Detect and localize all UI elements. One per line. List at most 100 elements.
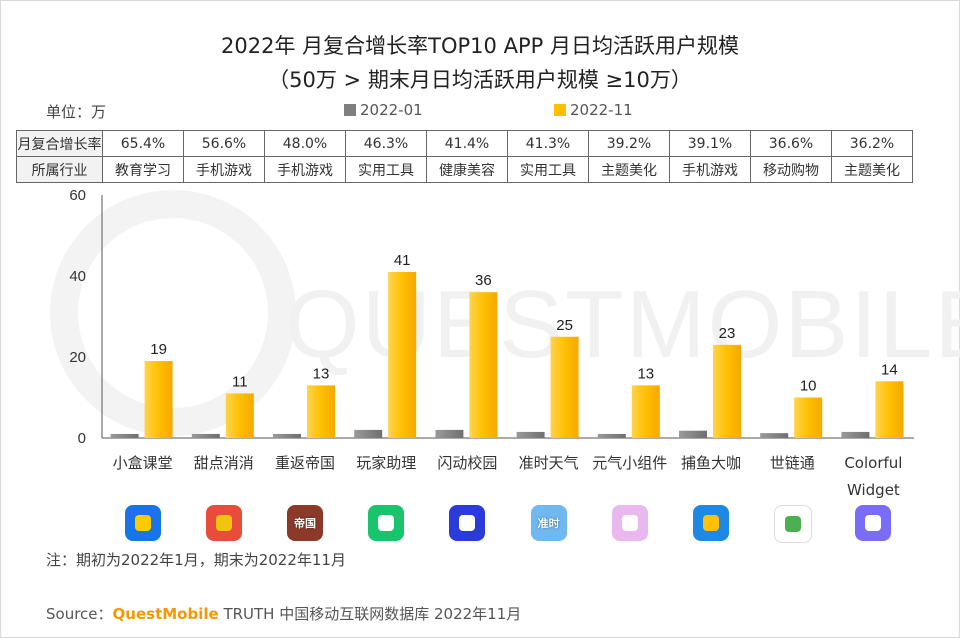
legend-label: 2022-11 [570,101,633,119]
colorful-app-icon [855,505,892,541]
data-label: 13 [637,365,654,382]
bar-2022-01 [679,430,707,438]
bar-chart: 0 20 40 60 19 小盒课堂 11 甜点消消 13 重返帝国 41 玩家助理 36 闪动校园 25 准… [69,187,914,499]
yuanqi-app-icon [611,505,648,541]
bar-2022-01 [110,433,139,438]
bar-2022-11 [144,361,173,438]
bar-2022-11 [875,381,904,438]
growth-cell: 36.2% [831,130,913,157]
category-label: 小盒课堂 [113,454,173,472]
icon-mark: 帝国 [294,517,316,530]
growth-cell: 48.0% [264,130,346,157]
data-label: 41 [394,252,411,269]
source-line: Source：QuestMobile TRUTH 中国移动互联网数据库 2022… [46,603,521,624]
icon-mark [459,515,476,531]
data-label: 25 [556,317,573,334]
shilian-app-icon [774,505,813,543]
bar-2022-11 [794,397,823,438]
industry-cell: 移动购物 [750,156,832,183]
bar-2022-01 [435,429,464,438]
shandong-app-icon [449,505,486,541]
bar-2022-11 [388,271,417,438]
source-suffix: TRUTH 中国移动互联网数据库 2022年11月 [218,605,522,623]
y-tick-label: 0 [78,430,86,447]
wanjia-app-icon [368,505,405,541]
industry-cell: 手机游戏 [264,156,346,183]
icon-mark [703,515,719,531]
chart-title: 2022年 月复合增长率TOP10 APP 月日均活跃用户规模 [221,34,739,58]
category-label: Widget [847,481,900,499]
legend-item-2022-11: 2022-11 [554,101,633,119]
bar-2022-11 [307,385,335,438]
data-label: 11 [232,373,248,390]
industry-cell: 健康美容 [426,156,508,183]
buyu-app-icon [693,505,729,541]
legend-item-2022-01: 2022-01 [344,101,423,119]
bar-2022-11 [713,344,741,438]
icon-mark: 准时 [537,517,560,530]
bar-2022-01 [841,431,870,438]
questmobile-brand: QuestMobile [112,605,219,623]
icon-mark [621,515,638,531]
industry-cell: 实用工具 [507,156,589,183]
growth-row-header: 月复合增长率 [16,130,103,157]
industry-row: 所属行业 教育学习 手机游戏 手机游戏 实用工具 健康美容 实用工具 主题美化 … [16,156,913,183]
data-label: 36 [475,272,492,289]
icon-mark [134,515,151,531]
bar-2022-11 [631,385,660,438]
bar-2022-01 [597,433,626,438]
bar-2022-01 [273,433,301,438]
category-label: Colorful [844,454,902,472]
category-label: 玩家助理 [356,454,416,472]
data-label: 13 [313,365,330,382]
growth-cell: 36.6% [750,130,832,157]
category-label: 捕鱼大咖 [681,454,741,472]
icon-mark [215,515,232,531]
growth-cell: 56.6% [183,130,265,157]
data-label: 14 [881,361,898,378]
industry-cell: 主题美化 [831,156,913,183]
growth-cell: 39.2% [588,130,670,157]
data-label: 19 [150,341,167,358]
unit-label: 单位：万 [46,103,107,121]
growth-industry-table: 月复合增长率 65.4% 56.6% 48.0% 46.3% 41.4% 41.… [16,130,913,183]
zhunshi-app-icon: 准时 [530,505,567,541]
category-label: 世链通 [770,454,815,472]
industry-cell: 手机游戏 [183,156,265,183]
legend-swatch-gold [554,104,566,116]
chongfan-app-icon: 帝国 [287,505,323,541]
bar-2022-01 [354,429,383,438]
industry-cell: 手机游戏 [669,156,751,183]
growth-cell: 65.4% [102,130,184,157]
category-label: 重返帝国 [275,454,335,472]
y-tick-label: 60 [69,187,86,204]
industry-cell: 主题美化 [588,156,670,183]
y-tick-label: 40 [69,268,86,285]
footnote: 注：期初为2022年1月，期末为2022年11月 [46,551,346,569]
category-label: 甜点消消 [194,454,254,472]
growth-cell: 39.1% [669,130,751,157]
icon-mark [378,515,395,531]
legend-label: 2022-01 [360,101,423,119]
app-icon-row: 帝国 准时 [0,503,960,543]
icon-mark [785,516,802,532]
bar-2022-11 [550,336,579,438]
bar-2022-11 [225,393,254,438]
source-prefix: Source： [46,605,113,623]
legend-swatch-gray [344,104,356,116]
growth-cell: 41.4% [426,130,508,157]
bar-2022-01 [191,433,220,438]
growth-row: 月复合增长率 65.4% 56.6% 48.0% 46.3% 41.4% 41.… [16,130,913,157]
industry-cell: 教育学习 [102,156,184,183]
industry-cell: 实用工具 [345,156,427,183]
category-label: 准时天气 [519,454,579,472]
chart-subtitle: （50万 > 期末月日均活跃用户规模 ≥10万） [268,68,692,92]
bar-2022-01 [516,431,545,438]
icon-mark [865,515,882,531]
bar-2022-11 [469,292,498,438]
tiandian-app-icon [205,505,242,541]
bar-2022-01 [760,433,789,438]
xiaohe-app-icon [124,505,161,541]
y-tick-label: 20 [69,349,86,366]
category-label: 闪动校园 [437,454,497,472]
